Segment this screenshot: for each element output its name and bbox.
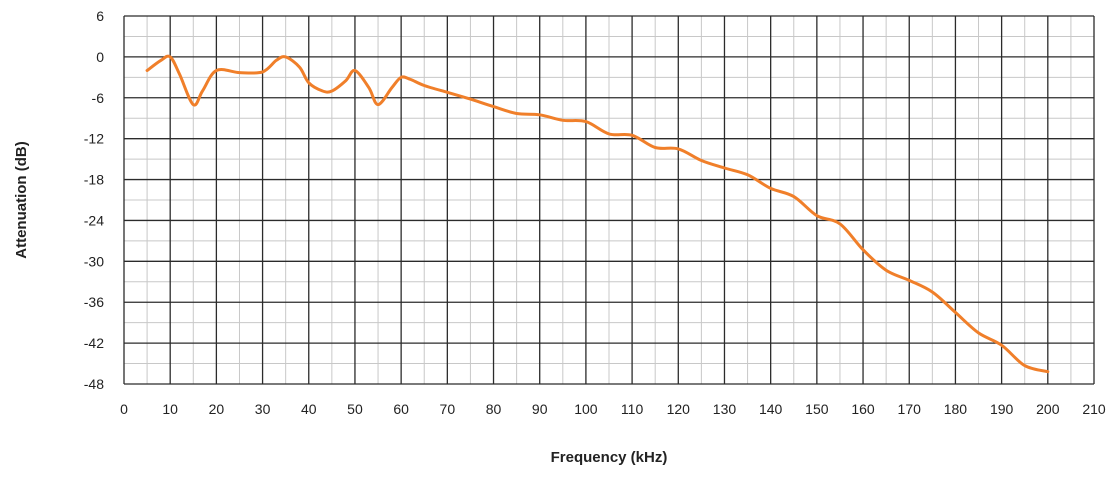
x-tick-label: 160 <box>851 401 875 417</box>
x-tick-label: 110 <box>621 401 644 417</box>
tick-labels: 0 10 20 30 40 50 60 70 80 90 100 110 120 130 140 150 160… <box>84 8 1106 417</box>
x-tick-label: 100 <box>574 401 598 417</box>
x-tick-label: 10 <box>162 401 178 417</box>
y-tick-label: -36 <box>84 294 104 310</box>
y-tick-label: -30 <box>84 253 104 269</box>
y-tick-label: 0 <box>96 49 104 65</box>
x-tick-label: 210 <box>1082 401 1106 417</box>
y-tick-label: -24 <box>84 212 104 228</box>
y-tick-label: -6 <box>92 90 105 106</box>
x-tick-label: 50 <box>347 401 363 417</box>
y-tick-label: -18 <box>84 172 104 188</box>
x-tick-label: 70 <box>440 401 456 417</box>
x-tick-label: 60 <box>393 401 409 417</box>
x-tick-label: 20 <box>209 401 225 417</box>
y-axis-title: Attenuation (dB) <box>13 141 30 258</box>
x-tick-label: 0 <box>120 401 128 417</box>
y-tick-label: -12 <box>84 131 104 147</box>
x-tick-label: 200 <box>1036 401 1060 417</box>
y-tick-label: 6 <box>96 8 104 24</box>
series-layer <box>145 54 1050 374</box>
x-tick-label: 80 <box>486 401 502 417</box>
series-line <box>145 54 1050 374</box>
x-tick-label: 90 <box>532 401 548 417</box>
x-tick-label: 170 <box>898 401 922 417</box>
x-tick-label: 190 <box>990 401 1014 417</box>
x-tick-label: 40 <box>301 401 317 417</box>
y-tick-label: -48 <box>84 376 104 392</box>
x-tick-label: 130 <box>713 401 737 417</box>
x-axis-title: Frequency (kHz) <box>551 449 668 466</box>
minor-grid <box>124 16 1094 384</box>
x-tick-label: 30 <box>255 401 271 417</box>
x-tick-label: 140 <box>759 401 783 417</box>
major-grid <box>123 15 1095 385</box>
x-tick-label: 150 <box>805 401 829 417</box>
x-tick-label: 120 <box>667 401 691 417</box>
y-tick-label: -42 <box>84 335 104 351</box>
x-tick-label: 180 <box>944 401 968 417</box>
